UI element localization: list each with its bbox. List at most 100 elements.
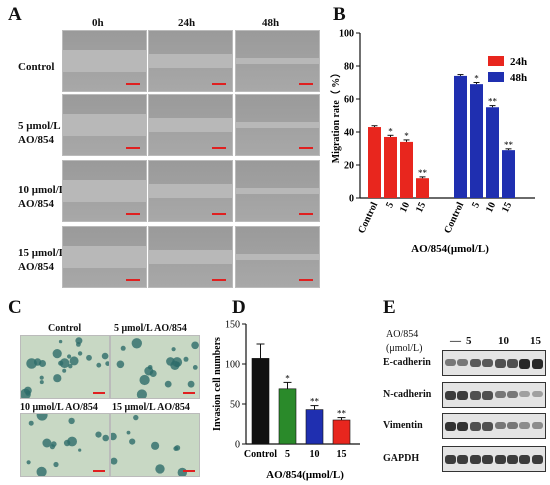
blot-band xyxy=(482,422,494,431)
blot-band xyxy=(457,422,469,432)
scale-bar xyxy=(299,213,313,215)
scale-bar xyxy=(126,83,140,85)
x-tick-label: 10 xyxy=(310,449,320,460)
blot-band xyxy=(494,359,506,368)
protein-label-gapdh: GAPDH xyxy=(383,453,420,464)
row-label-5: 5 μmol/L AO/854 xyxy=(18,120,61,146)
scale-bar xyxy=(299,147,313,149)
x-tick-label: 15 xyxy=(337,449,347,460)
stain-label-15: 15 μmol/L AO/854 xyxy=(112,402,190,413)
significance-mark: ** xyxy=(337,409,347,419)
scale-bar xyxy=(299,83,313,85)
scale-bar xyxy=(212,83,226,85)
blot-band xyxy=(507,391,518,399)
col-label-48h: 48h xyxy=(262,17,280,29)
wound-image-r4-c3 xyxy=(235,226,320,288)
panel-label-c: C xyxy=(8,297,22,318)
scale-bar xyxy=(212,147,226,149)
x-tick-label: 10 xyxy=(484,201,498,215)
blot-band xyxy=(445,391,456,401)
blot-band xyxy=(507,455,518,465)
scale-bar xyxy=(126,147,140,149)
y-tick-label: 80 xyxy=(344,62,354,73)
panel-label-a: A xyxy=(8,4,22,25)
x-tick-label: Control xyxy=(442,200,466,235)
bar-24h-4 xyxy=(416,178,429,198)
blot-vimentin xyxy=(442,413,546,439)
blot-band xyxy=(482,359,494,368)
protein-label-ncadherin: N-cadherin xyxy=(383,389,432,400)
significance-mark: ** xyxy=(310,397,320,407)
row-label-control: Control xyxy=(18,61,55,73)
y-axis-title: Invasion cell numbers xyxy=(212,337,223,431)
panel-label-b: B xyxy=(333,4,346,25)
stain-label-5: 5 μmol/L AO/854 xyxy=(114,323,187,334)
y-tick-label: 0 xyxy=(235,440,240,451)
significance-mark: * xyxy=(404,131,409,141)
stain-label-10: 10 μmol/L AO/854 xyxy=(20,402,98,413)
blot-band xyxy=(457,455,469,465)
y-tick-label: 50 xyxy=(230,400,240,411)
wound-image-r2-c1 xyxy=(62,94,147,156)
blot-band xyxy=(445,455,456,465)
wound-image-r4-c2 xyxy=(148,226,233,288)
blot-band xyxy=(507,422,518,430)
blot-band xyxy=(469,391,481,400)
legend-swatch-48h xyxy=(488,72,504,82)
y-tick-label: 150 xyxy=(225,320,240,331)
dose-5: 5 xyxy=(466,335,472,347)
bar-48h-4 xyxy=(502,150,515,198)
legend-label-24h: 24h xyxy=(510,56,527,68)
dose-ctrl: — xyxy=(450,335,461,347)
x-tick-label: Control xyxy=(356,200,380,235)
blot-band xyxy=(519,359,531,369)
scale-bar xyxy=(93,470,105,472)
transwell-image-4 xyxy=(110,413,200,477)
wound-image-r1-c2 xyxy=(148,30,233,92)
significance-mark: * xyxy=(388,126,393,136)
wound-image-r4-c1 xyxy=(62,226,147,288)
blot-band xyxy=(482,455,494,465)
blot-band xyxy=(457,359,469,367)
significance-mark: * xyxy=(474,74,479,84)
scale-bar xyxy=(183,392,195,394)
bar-10 xyxy=(305,409,324,445)
x-axis-title: AO/854(μmol/L) xyxy=(266,469,344,481)
x-tick-label: 10 xyxy=(398,201,412,215)
transwell-image-2 xyxy=(110,335,200,399)
blot-band xyxy=(531,422,543,429)
x-tick-label: 15 xyxy=(414,201,428,215)
wound-image-r3-c2 xyxy=(148,160,233,222)
stain-label-control: Control xyxy=(48,323,82,334)
significance-mark: ** xyxy=(418,168,428,178)
bar-48h-1 xyxy=(454,75,467,198)
scale-bar xyxy=(126,279,140,281)
significance-mark: ** xyxy=(504,140,514,150)
protein-label-ecadherin: E-cadherin xyxy=(383,357,431,368)
scale-bar xyxy=(299,279,313,281)
wound-image-r1-c3 xyxy=(235,30,320,92)
bar-48h-3 xyxy=(486,107,499,198)
x-tick-label: 5 xyxy=(285,449,290,460)
bar-Control xyxy=(251,358,270,445)
blot-band xyxy=(494,391,506,399)
significance-mark: * xyxy=(285,373,290,383)
blot-band xyxy=(445,359,456,367)
blot-ncadherin xyxy=(442,382,546,408)
dose-15: 15 xyxy=(530,335,541,347)
blot-band xyxy=(445,422,456,432)
blot-band xyxy=(469,455,481,465)
col-label-24h: 24h xyxy=(178,17,196,29)
col-label-0h: 0h xyxy=(92,17,104,29)
row-label-10: 10 μmol/L AO/854 xyxy=(18,184,67,210)
blot-gapdh xyxy=(442,446,546,472)
blot-band xyxy=(519,422,531,429)
y-tick-label: 0 xyxy=(349,194,354,205)
blot-band xyxy=(531,455,543,465)
scale-bar xyxy=(183,470,195,472)
scale-bar xyxy=(93,392,105,394)
blot-band xyxy=(482,391,494,400)
legend-label-48h: 48h xyxy=(510,72,527,84)
blot-band xyxy=(519,455,531,465)
